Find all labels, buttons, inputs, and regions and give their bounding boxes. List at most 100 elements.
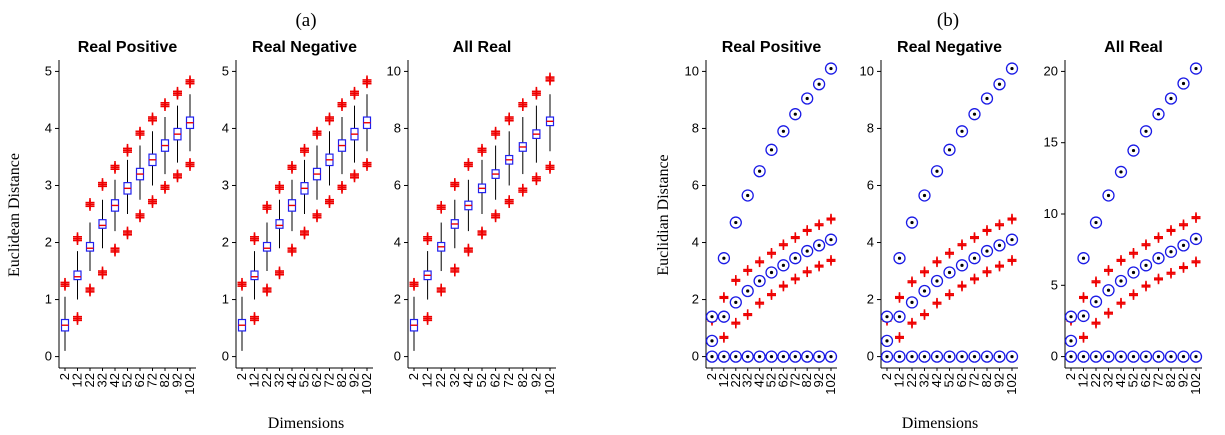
x-tick-label: 72 <box>145 373 160 387</box>
point-lower <box>893 350 906 363</box>
point-lower <box>1177 350 1190 363</box>
circle-center <box>1131 148 1136 153</box>
x-tick-label: 2 <box>879 373 894 380</box>
outlier-low <box>1191 258 1201 268</box>
point-middle <box>812 239 826 252</box>
x-tick-label: 82 <box>515 373 530 387</box>
outlier-high <box>945 249 954 259</box>
x-axis-label-a: Dimensions <box>268 415 344 432</box>
outlier-high <box>932 258 942 268</box>
point-lower <box>729 350 742 363</box>
point-middle <box>1127 266 1140 279</box>
circle-center <box>1010 354 1014 359</box>
circle-center <box>781 263 786 267</box>
x-tick-label: 92 <box>992 373 1007 387</box>
circle-center <box>1010 66 1014 71</box>
x-tick-label: 62 <box>954 373 969 387</box>
outlier-high <box>957 240 967 250</box>
point-middle <box>1152 252 1165 265</box>
y-tick-label: 10 <box>387 63 401 78</box>
outlier-low <box>802 268 812 278</box>
circle-center <box>960 129 964 133</box>
outlier-high <box>1079 293 1088 303</box>
y-tick-label: 8 <box>867 120 874 135</box>
circle-center <box>935 354 939 359</box>
circle-center <box>793 354 797 359</box>
outlier-low <box>98 270 107 280</box>
outlier-low <box>436 287 446 297</box>
circle-center <box>722 256 726 260</box>
circle-center <box>1069 339 1073 343</box>
point-lower <box>753 350 766 363</box>
outlier-low <box>790 275 800 285</box>
box-iqr <box>275 219 284 229</box>
outlier-low <box>932 299 942 309</box>
box-iqr <box>262 241 272 252</box>
point-upper <box>753 165 766 178</box>
point-upper <box>1177 77 1190 90</box>
x-tick-label: 62 <box>488 373 503 387</box>
circle-center <box>885 354 889 359</box>
x-tick-label: 62 <box>1138 373 1153 387</box>
point-upper <box>880 310 894 323</box>
circle-center <box>1119 354 1123 359</box>
y-tick-label: 20 <box>1044 63 1058 78</box>
point-lower <box>880 350 894 363</box>
circle-center <box>710 354 714 359</box>
circle-center <box>885 339 889 343</box>
outlier-low <box>1166 269 1176 279</box>
x-tick-label: 62 <box>132 373 147 387</box>
outlier-high <box>73 236 82 246</box>
point-middle <box>753 274 766 288</box>
circle-center <box>710 339 714 343</box>
outlier-high <box>123 147 132 157</box>
x-tick-label: 2 <box>704 373 719 380</box>
circle-center <box>734 354 738 359</box>
circle-center <box>781 354 786 359</box>
point-lower <box>789 350 802 363</box>
outlier-high <box>98 181 107 191</box>
circle-center <box>997 354 1002 359</box>
outlier-low <box>300 230 309 240</box>
point-upper <box>1102 189 1115 202</box>
y-tick-label: 2 <box>867 292 874 307</box>
outlier-low <box>895 333 904 343</box>
circle-center <box>769 354 774 359</box>
circle-center <box>885 315 889 319</box>
outlier-high <box>731 276 741 286</box>
y-tick-label: 4 <box>394 235 401 250</box>
outlier-high <box>982 226 992 236</box>
circle-center <box>734 300 738 305</box>
point-lower <box>717 350 731 363</box>
point-lower <box>1189 350 1203 363</box>
point-upper <box>893 252 906 265</box>
y-tick-label: 2 <box>692 292 699 307</box>
circle-center <box>947 354 952 359</box>
outlier-high <box>312 130 322 140</box>
outlier-high <box>325 116 334 126</box>
outlier-high <box>60 281 70 291</box>
x-tick-label: 12 <box>892 373 907 387</box>
circle-center <box>829 66 833 71</box>
circle-center <box>922 354 927 359</box>
outlier-high <box>409 281 419 291</box>
point-middle <box>1089 295 1103 308</box>
y-tick-label: 5 <box>1051 277 1058 292</box>
point-middle <box>1164 245 1178 258</box>
box-iqr <box>85 241 95 252</box>
point-lower <box>824 350 838 363</box>
point-lower <box>812 350 826 363</box>
point-upper <box>918 189 931 202</box>
point-upper <box>765 143 778 156</box>
x-tick-label: 82 <box>979 373 994 387</box>
circle-center <box>1169 96 1173 101</box>
outlier-low <box>350 173 359 183</box>
outlier-low <box>160 184 170 194</box>
outlier-high <box>995 221 1004 231</box>
x-tick-label: 32 <box>95 373 110 387</box>
outlier-high <box>250 236 259 246</box>
point-upper <box>717 252 731 265</box>
point-upper <box>705 310 719 323</box>
point-middle <box>1064 334 1078 348</box>
y-tick-label: 2 <box>45 235 52 250</box>
